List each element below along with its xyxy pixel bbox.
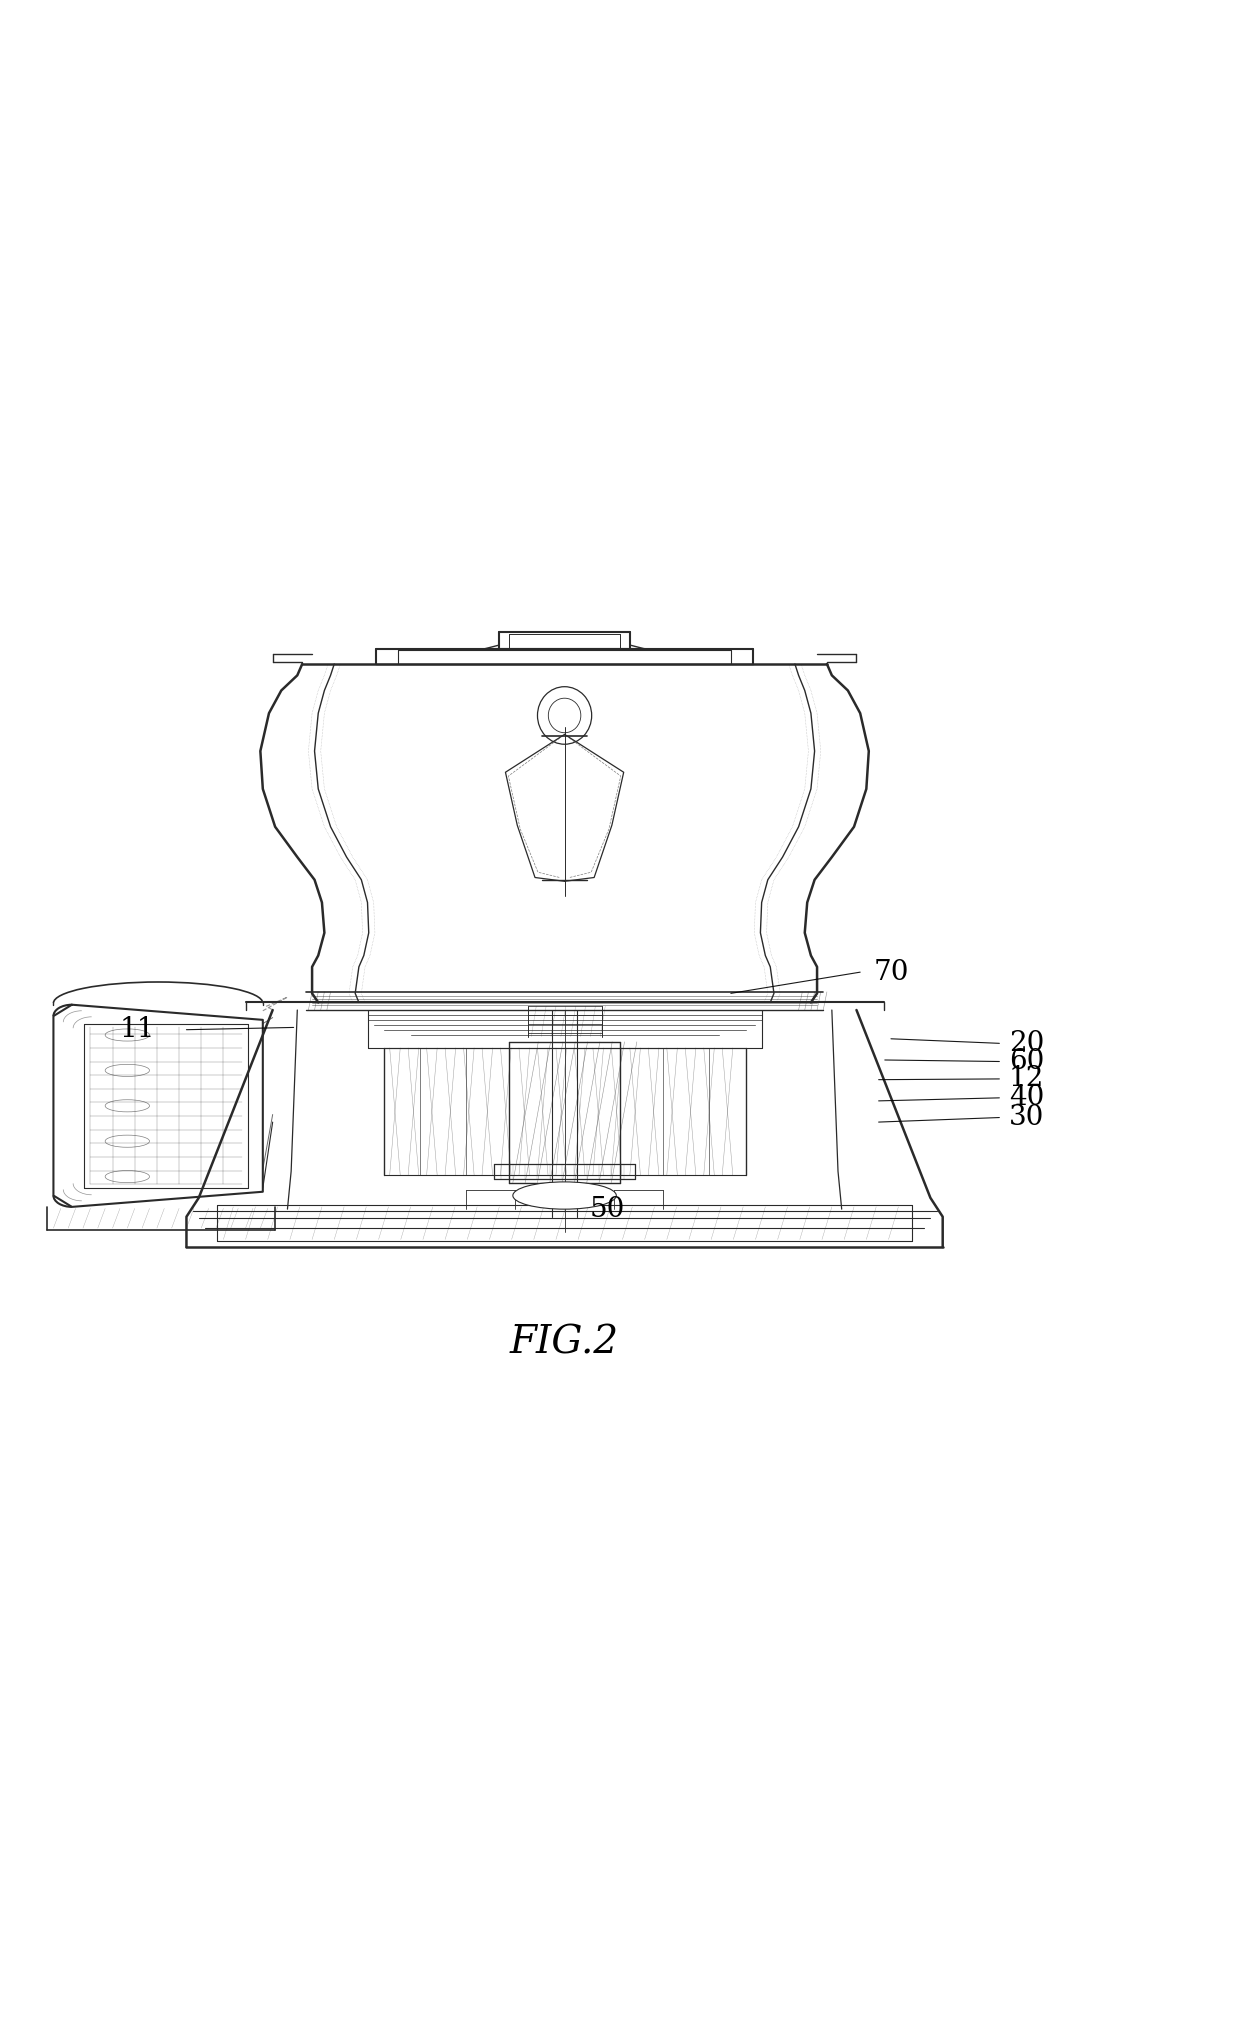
Text: 70: 70 [873, 958, 909, 986]
Ellipse shape [548, 698, 580, 732]
Text: 50: 50 [590, 1196, 625, 1222]
Text: 60: 60 [1009, 1049, 1044, 1075]
Text: 12: 12 [1009, 1065, 1044, 1093]
Text: 30: 30 [1009, 1103, 1044, 1132]
Text: 11: 11 [119, 1017, 155, 1043]
Text: FIG.2: FIG.2 [510, 1325, 619, 1361]
Text: 40: 40 [1009, 1085, 1044, 1111]
Ellipse shape [537, 686, 591, 744]
Ellipse shape [513, 1182, 616, 1208]
Text: 20: 20 [1009, 1031, 1044, 1057]
